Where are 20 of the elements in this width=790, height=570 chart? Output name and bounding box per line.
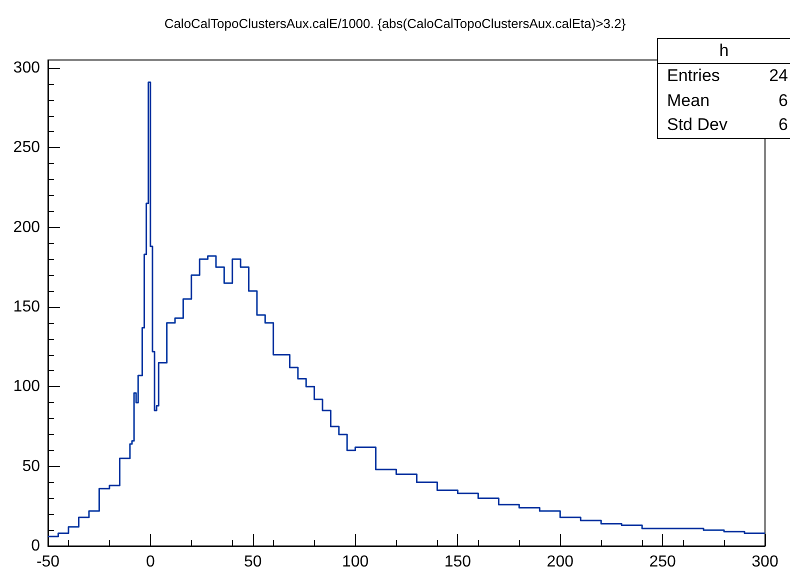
x-tick-label: 150: [444, 554, 472, 570]
y-tick-label: 50: [22, 458, 40, 475]
x-tick-label: 300: [752, 554, 778, 570]
chart-title: CaloCalTopoClustersAux.calE/1000. {abs(CaloCalTopoClustersAux.calEta)>3.2}: [164, 16, 626, 31]
annotation: Std Dev: [667, 114, 728, 136]
x-tick-label: 50: [244, 554, 262, 570]
x-tick-label: 0: [146, 554, 155, 570]
y-tick-label: 0: [31, 538, 40, 554]
y-tick-label: 100: [13, 378, 40, 396]
x-tick-label: 200: [546, 554, 574, 570]
annotation: Mean: [667, 90, 710, 112]
y-tick-label: 200: [13, 218, 40, 236]
annotation: Entries: [667, 65, 720, 87]
x-tick-label: 250: [649, 554, 676, 570]
x-tick-label: 100: [342, 554, 369, 570]
y-tick-label: 150: [13, 298, 40, 316]
y-tick-label: 300: [13, 59, 40, 76]
y-tick-label: 250: [13, 139, 40, 156]
stats-box: h Entries 24 Mean 6 Std Dev 6: [657, 38, 790, 138]
x-tick-label: -50: [36, 554, 60, 570]
